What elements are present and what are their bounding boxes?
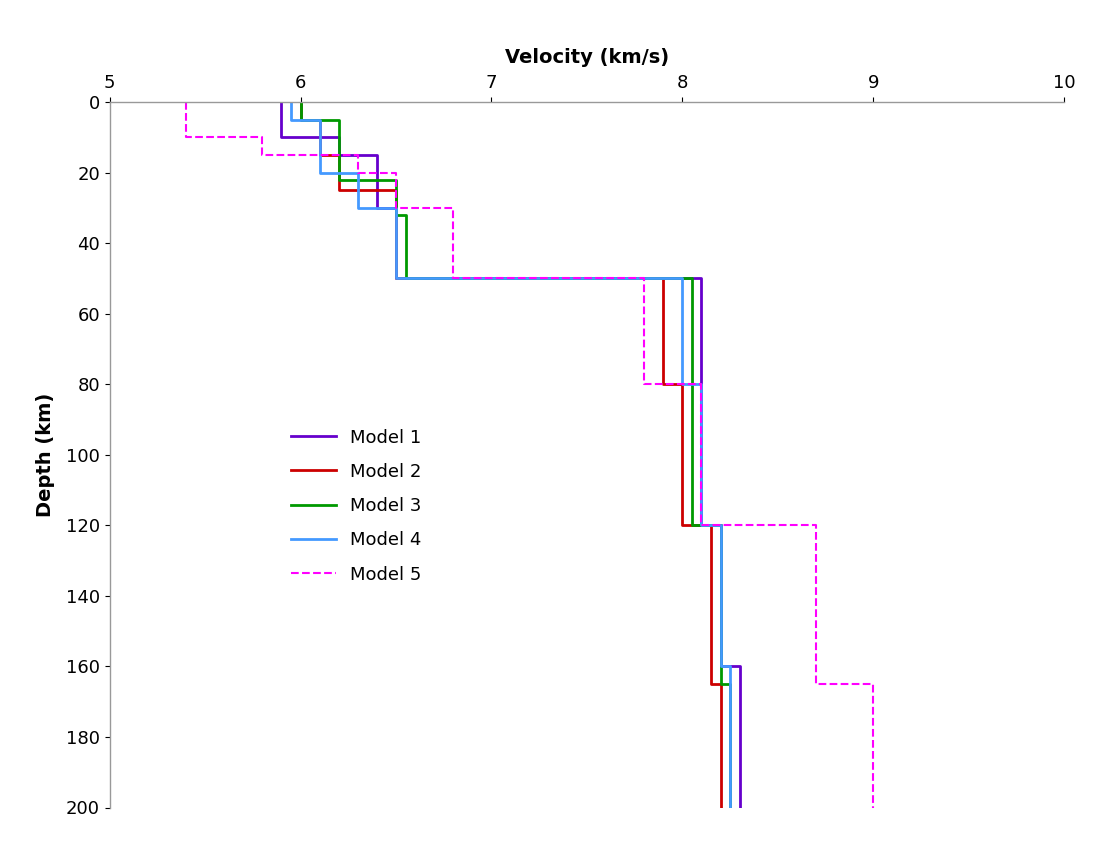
Model 3	[389, 174, 403, 184]
Line: Model 3: Model 3	[301, 102, 731, 808]
Model 2	[294, 115, 307, 125]
Model 5	[180, 97, 193, 107]
Model 2	[313, 115, 326, 125]
Model 5	[446, 274, 460, 284]
Model 3	[399, 210, 412, 220]
Model 3	[294, 97, 307, 107]
Model 4	[351, 167, 364, 178]
Model 4	[694, 379, 708, 389]
Model 2	[657, 379, 670, 389]
Model 1	[714, 520, 727, 530]
Model 3	[714, 520, 727, 530]
Model 5	[867, 679, 880, 689]
Model 5	[637, 274, 651, 284]
Model 2	[332, 185, 346, 196]
Model 2	[676, 379, 689, 389]
Model 1	[694, 274, 708, 284]
Legend: Model 1, Model 2, Model 3, Model 4, Model 5: Model 1, Model 2, Model 3, Model 4, Mode…	[291, 428, 421, 583]
Model 3	[714, 679, 727, 689]
Model 2	[714, 802, 727, 813]
Model 1	[714, 661, 727, 672]
Model 1	[332, 133, 346, 143]
Model 5	[446, 203, 460, 213]
Model 4	[313, 115, 326, 125]
Model 2	[676, 520, 689, 530]
Line: Model 4: Model 4	[291, 102, 731, 808]
Model 3	[686, 274, 699, 284]
Model 4	[694, 520, 708, 530]
Model 1	[733, 661, 746, 672]
Model 2	[704, 520, 717, 530]
Model 3	[332, 115, 346, 125]
Model 1	[371, 203, 384, 213]
Model 3	[724, 679, 737, 689]
Model 1	[694, 520, 708, 530]
Model 5	[637, 379, 651, 389]
Model 1	[275, 97, 289, 107]
Model 5	[351, 167, 364, 178]
Model 2	[657, 274, 670, 284]
Model 5	[694, 520, 708, 530]
Model 3	[332, 174, 346, 184]
Model 3	[399, 274, 412, 284]
Model 3	[294, 115, 307, 125]
Model 4	[714, 661, 727, 672]
Model 2	[332, 150, 346, 160]
Model 3	[389, 210, 403, 220]
Line: Model 5: Model 5	[186, 102, 873, 808]
Model 4	[313, 167, 326, 178]
Model 4	[676, 379, 689, 389]
Model 5	[810, 520, 823, 530]
Model 4	[676, 274, 689, 284]
Model 1	[332, 150, 346, 160]
Model 4	[724, 802, 737, 813]
Model 5	[180, 133, 193, 143]
Model 5	[867, 802, 880, 813]
Model 3	[724, 802, 737, 813]
Model 2	[294, 97, 307, 107]
Model 4	[351, 203, 364, 213]
Model 5	[389, 203, 403, 213]
Model 4	[389, 274, 403, 284]
Model 4	[389, 203, 403, 213]
Model 2	[704, 679, 717, 689]
Line: Model 2: Model 2	[301, 102, 721, 808]
Y-axis label: Depth (km): Depth (km)	[36, 393, 55, 517]
X-axis label: Velocity (km/s): Velocity (km/s)	[505, 48, 669, 67]
Model 1	[733, 802, 746, 813]
Model 4	[284, 115, 297, 125]
Model 5	[256, 150, 269, 160]
Model 4	[284, 97, 297, 107]
Model 5	[256, 133, 269, 143]
Model 1	[275, 133, 289, 143]
Model 2	[313, 150, 326, 160]
Model 1	[389, 274, 403, 284]
Model 4	[724, 661, 737, 672]
Model 4	[714, 520, 727, 530]
Model 2	[389, 274, 403, 284]
Model 5	[351, 150, 364, 160]
Model 1	[371, 150, 384, 160]
Model 3	[686, 520, 699, 530]
Model 5	[389, 167, 403, 178]
Model 5	[694, 379, 708, 389]
Model 2	[714, 679, 727, 689]
Model 1	[389, 203, 403, 213]
Line: Model 1: Model 1	[282, 102, 739, 808]
Model 5	[810, 679, 823, 689]
Model 2	[389, 185, 403, 196]
